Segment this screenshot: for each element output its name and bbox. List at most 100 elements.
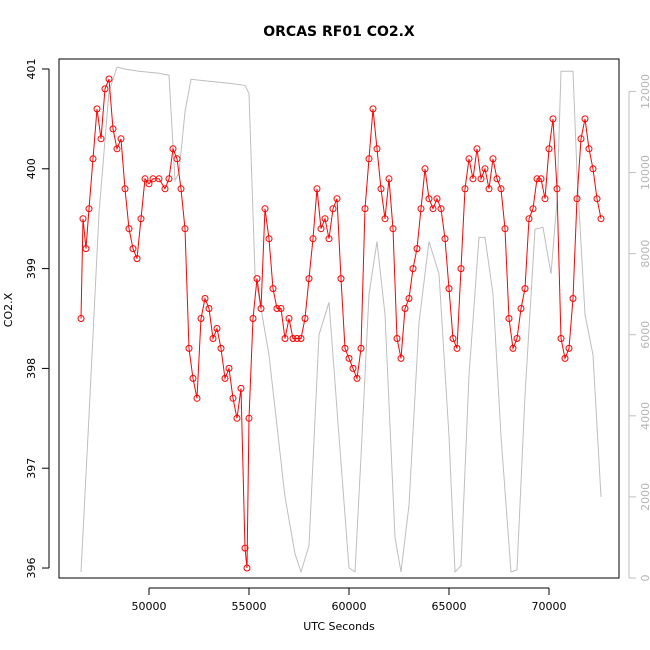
co2-point [573,195,581,203]
co2-point [393,335,401,342]
co2-point [141,175,149,183]
axes: 50000 55000 60000 65000 70000396397398399400… [25,58,650,613]
co2-point [445,285,453,293]
co2-point [97,135,105,143]
co2-point [477,175,485,183]
co2-point [281,335,289,342]
chart-title: ORCAS RF01 CO2.X [263,24,415,40]
co2-point [493,175,501,183]
co2-point [217,344,225,352]
co2-point [501,225,509,233]
altitude-series [80,66,602,574]
x-tick-label: 55000 [232,600,267,613]
co2-point [549,115,557,123]
co2-point [565,344,573,352]
co2-point [581,115,589,123]
co2-point [189,374,197,382]
co2-point [353,374,361,382]
co2-point [541,195,549,203]
co2-point [509,344,517,352]
y-tick-label: 398 [25,358,38,379]
co2-point [289,335,297,342]
co2-series [77,75,605,572]
co2-point [365,155,373,163]
y2-tick-label: 2000 [639,483,650,511]
co2-point [465,155,473,163]
co2-point [377,185,385,193]
co2-point [405,295,413,302]
co2-point [345,354,353,362]
co2-point [241,544,249,552]
co2-point [437,205,445,213]
co2-point [101,85,109,93]
co2-point [317,225,325,233]
y-tick-label: 401 [25,58,38,79]
co2-point [249,315,257,322]
co2-point [349,364,357,372]
co2-point [221,374,229,382]
co2-point [325,235,333,243]
co2-point [357,344,365,352]
y2-tick-label: 0 [639,575,650,582]
co2-point [513,335,521,342]
co2-point [521,285,529,293]
co2-point [417,205,425,213]
co2-point [265,235,273,243]
co2-point [137,215,145,223]
co2-point [89,155,97,163]
co2-point [197,315,205,322]
co2-point [105,75,113,83]
y-tick-label: 397 [25,458,38,479]
co2-point [329,205,337,213]
co2-point [529,205,537,213]
co2-point [79,215,87,223]
co2-point [169,145,177,153]
y-tick-label: 399 [25,258,38,279]
co2-point [533,175,541,183]
co2-point [277,305,285,312]
co2-point [369,105,377,113]
co2-point [82,245,90,253]
co2-point [361,205,369,213]
co2-point [297,335,305,342]
x-tick-label: 50000 [132,600,167,613]
co2-point [237,384,245,392]
co2-point [553,185,561,193]
x-axis-label: UTC Seconds [303,620,375,633]
co2-point [261,205,269,213]
co2-point [205,305,213,312]
co2-point [301,315,309,322]
altitude-line [80,66,602,574]
x-tick-label: 60000 [332,600,367,613]
co2-point [469,175,477,183]
co2-point [243,564,251,572]
co2-point [569,295,577,302]
co2-point [213,325,221,332]
co2-point [557,335,565,342]
co2-point [401,305,409,312]
co2-point [561,354,569,362]
co2-point [269,285,277,293]
x-tick-label: 70000 [532,600,567,613]
y2-tick-label: 12000 [639,74,650,109]
co2-point [497,185,505,193]
co2-point [257,305,265,312]
co2-point [309,235,317,243]
co2-point [305,275,313,283]
co2-point [473,145,481,153]
co2-point [285,315,293,322]
co2-point [201,295,209,302]
y2-tick-label: 8000 [639,240,650,268]
co2-point [457,265,465,273]
co2-point [233,414,241,422]
y-tick-label: 400 [25,158,38,179]
co2-point [77,315,85,322]
co2-point [485,185,493,193]
y2-tick-label: 6000 [639,321,650,349]
co2-point [117,135,125,143]
co2-point [589,165,597,173]
co2-point [385,175,393,183]
co2-point [313,185,321,193]
co2-point [481,165,489,173]
